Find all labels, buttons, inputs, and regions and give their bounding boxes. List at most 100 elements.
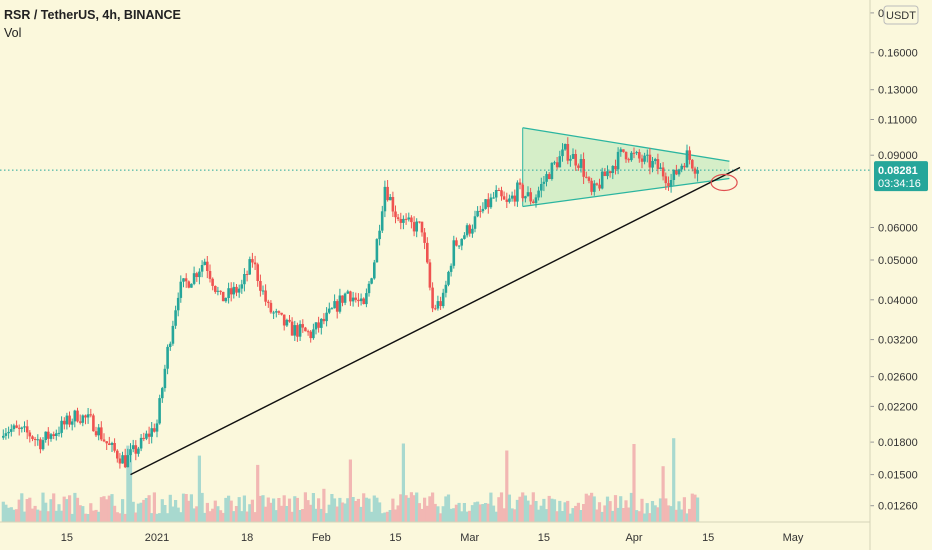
candle-body: [614, 166, 617, 170]
volume-bar: [399, 494, 403, 522]
candle-body: [558, 156, 562, 168]
volume-bar: [176, 507, 180, 522]
candle-body: [126, 455, 130, 468]
volume-bar: [677, 501, 681, 522]
candle-body: [656, 159, 660, 169]
candle-body: [290, 321, 294, 336]
volume-bar: [460, 511, 464, 522]
volume-bar: [491, 505, 496, 522]
volume-bar: [531, 492, 535, 522]
candle-body: [216, 290, 220, 292]
volume-bar: [147, 495, 151, 522]
candle-body: [354, 297, 357, 300]
triangle-lower-line[interactable]: [522, 177, 730, 208]
candle-body: [221, 291, 225, 302]
candle-body: [431, 287, 434, 309]
candle-body: [137, 448, 140, 454]
volume-bar: [688, 508, 692, 522]
volume-bar: [693, 494, 697, 522]
volume-bar: [645, 503, 649, 522]
volume-bar: [616, 507, 620, 522]
volume-bar: [521, 492, 525, 522]
volume-bar: [383, 512, 387, 522]
volume-bars: [1, 438, 700, 522]
volume-bar: [372, 495, 376, 522]
candle-body: [81, 415, 85, 423]
candle-body: [510, 195, 514, 199]
candle-body: [449, 265, 453, 272]
volume-bar: [658, 498, 663, 522]
volume-bar: [537, 509, 541, 522]
candle-body: [39, 439, 42, 450]
candle-body: [269, 302, 273, 313]
volume-bar: [121, 499, 125, 522]
volume-bar: [203, 512, 207, 522]
candle-body: [550, 162, 554, 179]
candle-body: [298, 324, 302, 337]
x-tick-label: Mar: [460, 532, 479, 544]
candle-body: [214, 286, 217, 292]
volume-bar: [624, 500, 628, 522]
candle-body: [4, 433, 8, 436]
volume-bar: [380, 513, 384, 522]
volume-bar: [105, 499, 109, 522]
volume-bar: [494, 511, 498, 522]
volume-bar: [338, 497, 342, 522]
candle-body: [473, 216, 477, 229]
annotation-circle[interactable]: [710, 173, 738, 192]
candle-body: [227, 288, 230, 298]
volume-bar: [446, 494, 451, 522]
volume-bar: [476, 501, 480, 522]
candle-body: [367, 283, 371, 294]
volume-bar: [36, 509, 40, 522]
volume-bar: [680, 509, 684, 522]
volume-bar: [65, 499, 69, 522]
candle-body: [296, 325, 299, 337]
volume-bar: [75, 497, 80, 522]
support-trendline[interactable]: [130, 166, 741, 476]
y-tick-label: 0.04000: [878, 295, 918, 307]
currency-unit-box[interactable]: [883, 5, 919, 25]
y-tick-label: 0.02600: [878, 372, 918, 384]
candle-body: [460, 238, 463, 246]
volume-bar: [142, 499, 146, 522]
volume-bar: [568, 513, 572, 522]
volume-bar: [208, 511, 212, 522]
candle-body: [433, 308, 437, 310]
candle-body: [571, 154, 575, 159]
y-tick-label: 0.13000: [878, 85, 918, 97]
triangle-pattern-fill[interactable]: [522, 127, 730, 207]
volume-bar: [571, 508, 575, 522]
volume-bar: [605, 496, 610, 522]
candle-body: [423, 232, 426, 243]
volume-bar: [20, 493, 24, 522]
volume-bar: [12, 509, 16, 522]
volume-bar: [272, 498, 276, 522]
volume-bar: [287, 498, 292, 522]
candle-body: [526, 192, 530, 197]
volume-bar: [423, 497, 427, 522]
volume-bar: [219, 510, 223, 522]
candle-body: [272, 312, 275, 314]
volume-bar: [113, 505, 117, 522]
volume-bar: [362, 493, 366, 522]
volume-bar: [449, 508, 453, 522]
candle-body: [685, 150, 689, 168]
volume-bar: [587, 495, 591, 522]
candle-body: [208, 271, 212, 279]
candle-body: [341, 295, 344, 303]
candle-body: [518, 182, 522, 185]
volume-bar: [576, 502, 580, 522]
volume-bar: [354, 501, 358, 522]
volume-bar: [595, 509, 599, 522]
candle-body: [537, 190, 540, 198]
volume-bar: [465, 511, 469, 522]
x-tick-label: 18: [241, 532, 253, 544]
volume-bar: [245, 511, 249, 522]
candle-body: [402, 218, 405, 223]
candle-body: [110, 443, 114, 445]
triangle-upper-line[interactable]: [522, 127, 730, 162]
volume-bar: [1, 501, 5, 522]
volume-bar: [253, 512, 257, 522]
